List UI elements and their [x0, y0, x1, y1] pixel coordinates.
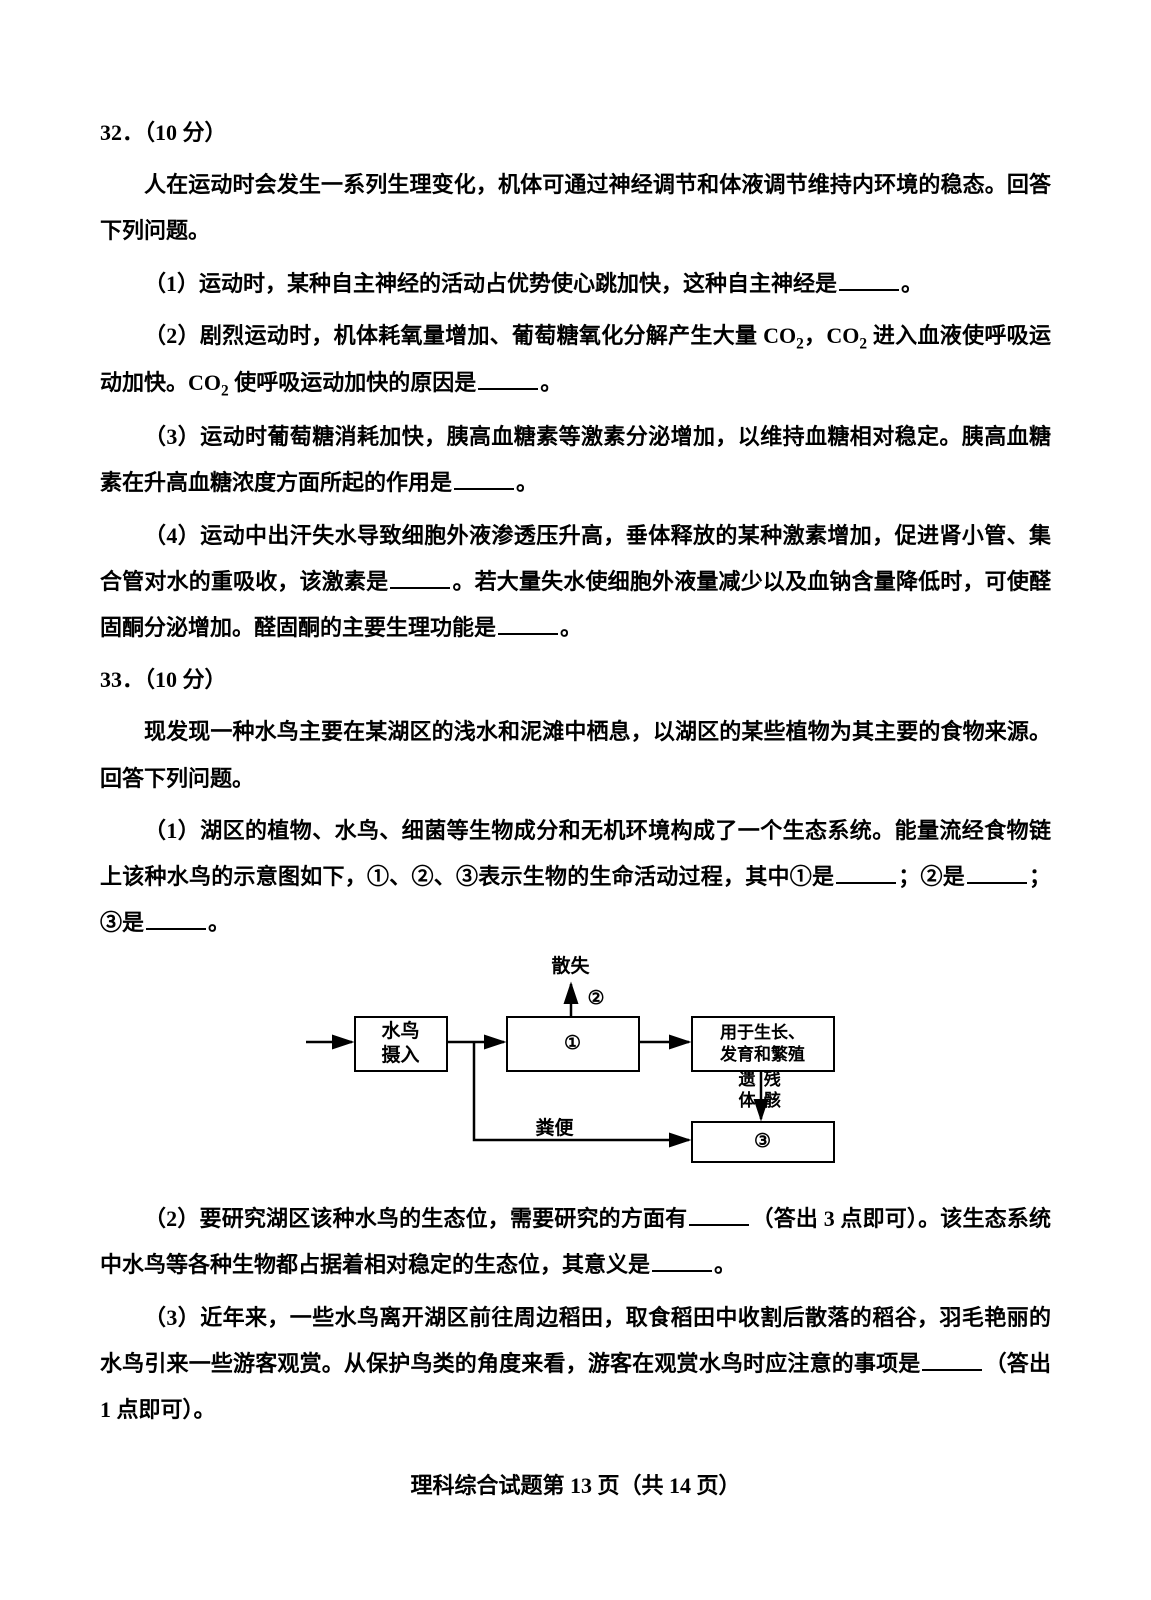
diagram-box-middle: ①	[506, 1016, 640, 1072]
blank	[146, 908, 206, 930]
q32-part1: （1）运动时，某种自主神经的活动占优势使心跳加快，这种自主神经是 。	[100, 261, 1051, 307]
blank	[922, 1349, 982, 1371]
subscript-2: 2	[796, 335, 804, 352]
q33-p2-a: （2）要研究湖区该种水鸟的生态位，需要研究的方面有	[144, 1206, 687, 1231]
diagram-label-two: ②	[588, 988, 605, 1011]
q32-p3-b: 。	[516, 470, 538, 495]
blank	[390, 567, 450, 589]
diagram-label-feces: 粪便	[536, 1118, 574, 1141]
exam-page: 32．（10 分） 人在运动时会发生一系列生理变化，机体可通过神经调节和体液调节…	[0, 0, 1151, 1569]
q33-header: 33．（10 分）	[100, 657, 1051, 703]
blank	[836, 862, 896, 884]
blank	[689, 1204, 749, 1226]
blank	[967, 862, 1027, 884]
page-footer: 理科综合试题第 13 页（共 14 页）	[100, 1463, 1051, 1509]
q33-p3-a: （3）近年来，一些水鸟离开湖区前往周边稻田，取食稻田中收割后散落的稻谷，羽毛艳丽…	[100, 1305, 1051, 1376]
q32-p4-c: 。	[560, 615, 582, 640]
q32-part4: （4）运动中出汗失水导致细胞外液渗透压升高，垂体释放的某种激素增加，促进肾小管、…	[100, 513, 1051, 652]
diagram-box-growth: 用于生长、 发育和繁殖	[691, 1016, 835, 1072]
energy-flow-diagram: 水鸟 摄入 ① 用于生长、 发育和繁殖 ③ 散失 ② 粪便 遗 残 体 骸	[100, 956, 1051, 1176]
q33-p1-b: ；②是	[898, 864, 965, 889]
q32-p2-b: ，CO	[804, 323, 860, 348]
q32-header: 32．（10 分）	[100, 110, 1051, 156]
q32-p2-e: 。	[540, 370, 562, 395]
diagram-box-intake: 水鸟 摄入	[354, 1016, 448, 1072]
q32-p2-d: 使呼吸运动加快的原因是	[229, 370, 477, 395]
q33-part1: （1）湖区的植物、水鸟、细菌等生物成分和无机环境构成了一个生态系统。能量流经食物…	[100, 808, 1051, 947]
q33-p1-d: 。	[208, 910, 230, 935]
q32-part3: （3）运动时葡萄糖消耗加快，胰高血糖素等激素分泌增加，以维持血糖相对稳定。胰高血…	[100, 414, 1051, 506]
q32-p1-text-b: 。	[901, 271, 923, 296]
diagram-label-sanshi: 散失	[552, 956, 590, 979]
q33-p2-c: 。	[714, 1252, 736, 1277]
q32-part2: （2）剧烈运动时，机体耗氧量增加、葡萄糖氧化分解产生大量 CO2，CO2 进入血…	[100, 313, 1051, 408]
blank	[478, 369, 538, 391]
diagram-box-three: ③	[691, 1121, 835, 1163]
blank	[454, 469, 514, 491]
blank	[652, 1251, 712, 1273]
q33-part3: （3）近年来，一些水鸟离开湖区前往周边稻田，取食稻田中收割后散落的稻谷，羽毛艳丽…	[100, 1295, 1051, 1434]
q32-intro: 人在运动时会发生一系列生理变化，机体可通过神经调节和体液调节维持内环境的稳态。回…	[100, 162, 1051, 254]
blank	[498, 613, 558, 635]
q32-p3-a: （3）运动时葡萄糖消耗加快，胰高血糖素等激素分泌增加，以维持血糖相对稳定。胰高血…	[100, 424, 1051, 495]
blank	[839, 269, 899, 291]
q32-p2-a: （2）剧烈运动时，机体耗氧量增加、葡萄糖氧化分解产生大量 CO	[144, 323, 796, 348]
q32-p1-text-a: （1）运动时，某种自主神经的活动占优势使心跳加快，这种自主神经是	[144, 271, 837, 296]
subscript-2: 2	[859, 335, 867, 352]
subscript-2: 2	[221, 383, 229, 400]
q33-part2: （2）要研究湖区该种水鸟的生态位，需要研究的方面有（答出 3 点即可）。该生态系…	[100, 1196, 1051, 1288]
q33-intro: 现发现一种水鸟主要在某湖区的浅水和泥滩中栖息，以湖区的某些植物为其主要的食物来源…	[100, 709, 1051, 801]
diagram-label-residue: 遗 残 体 骸	[739, 1070, 783, 1111]
